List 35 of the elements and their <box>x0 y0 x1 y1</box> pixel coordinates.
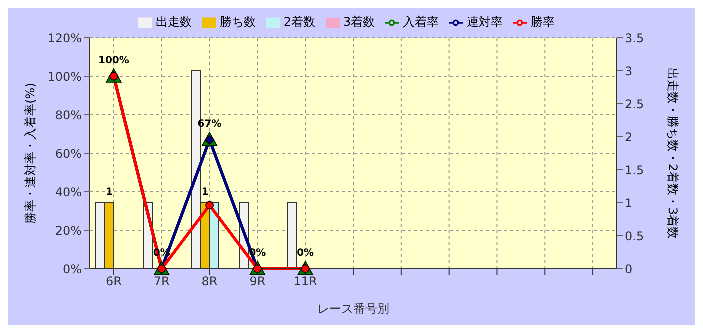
legend-label: 連対率 <box>467 15 504 29</box>
point <box>206 201 214 210</box>
y-axis-title: 勝率・連対率・入着率(%) <box>23 83 38 224</box>
x-tick-label: 11R <box>294 274 318 289</box>
legend-label: 勝率 <box>531 15 556 29</box>
y-tick-label: 120% <box>48 31 82 46</box>
y2-tick-label: 0.5 <box>625 229 644 244</box>
y2-tick-label: 3.5 <box>625 31 644 46</box>
y-tick-label: 60% <box>55 146 82 161</box>
y-tick-label: 40% <box>55 185 82 200</box>
legend-label: 2着数 <box>284 15 316 29</box>
y-tick-label: 80% <box>55 108 82 122</box>
data-label: 0% <box>297 248 314 259</box>
y2-axis-title: 出走数・勝ち数・2着数・3着数 <box>666 68 680 240</box>
legend-label: 3着数 <box>344 15 376 29</box>
x-tick-label: 8R <box>202 274 218 289</box>
y2-tick-label: 1.5 <box>625 163 644 178</box>
x-tick-label: 6R <box>106 274 122 289</box>
y2-tick-label: 2 <box>625 130 633 144</box>
x-axis-title: レース番号別 <box>318 302 390 316</box>
x-tick-label: 7R <box>154 274 170 289</box>
y2-tick-label: 3 <box>625 64 633 78</box>
x-tick-label: 9R <box>250 274 266 289</box>
data-label: 1 <box>106 187 114 198</box>
legend-label: 入着率 <box>403 15 440 29</box>
y-tick-label: 0% <box>62 262 82 276</box>
legend-label: 勝ち数 <box>220 15 256 29</box>
data-label: 1 <box>202 187 209 198</box>
legend-label: 出走数 <box>156 15 192 29</box>
y2-tick-label: 2.5 <box>625 97 644 112</box>
y-tick-label: 100% <box>48 70 82 84</box>
y2-tick-label: 0 <box>625 262 633 276</box>
data-label: 100% <box>98 56 130 66</box>
y2-tick-label: 1 <box>625 196 633 210</box>
y-tick-label: 20% <box>55 224 82 238</box>
